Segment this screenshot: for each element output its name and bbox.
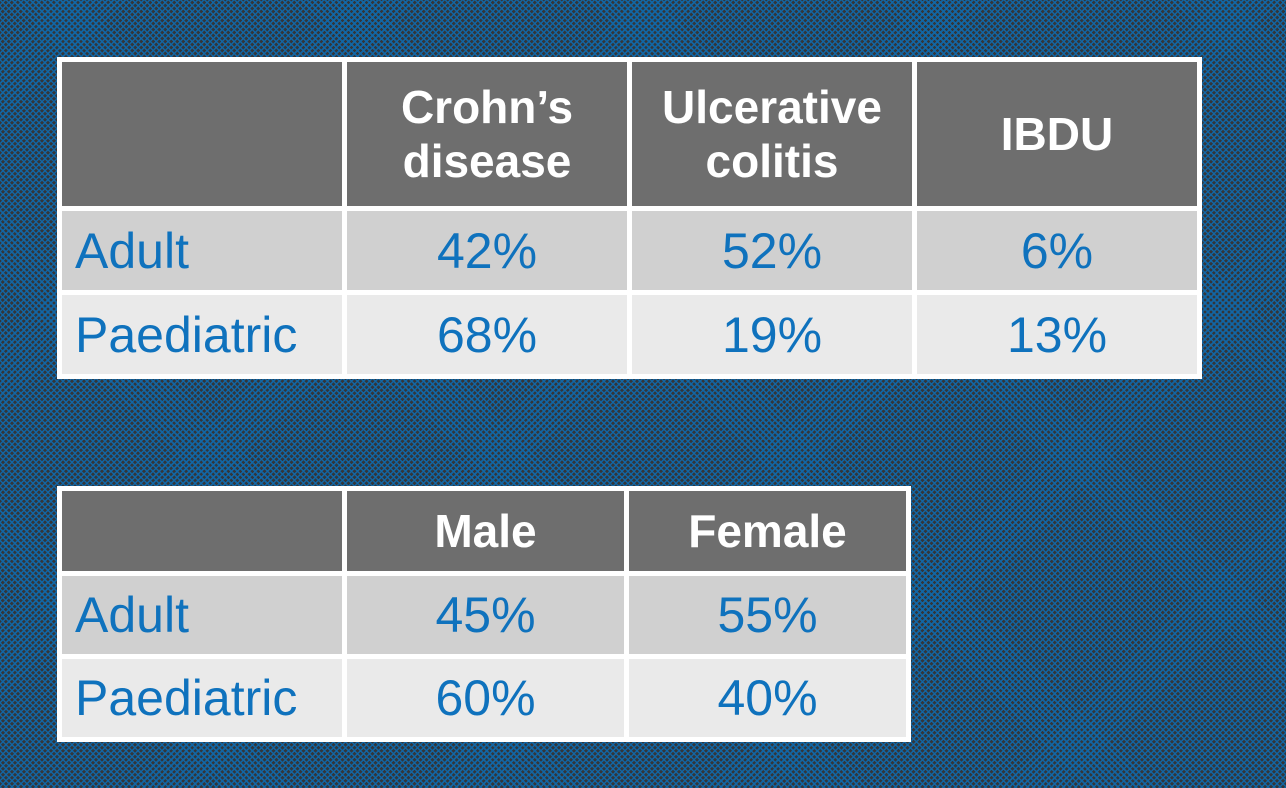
- adult-ulcerative-colitis-value: 52%: [632, 211, 912, 290]
- adult-ibdu-value: 6%: [917, 211, 1197, 290]
- paediatric-ulcerative-colitis-value: 19%: [632, 295, 912, 374]
- row-label-paediatric: Paediatric: [62, 295, 342, 374]
- paediatric-male-value: 60%: [347, 659, 624, 737]
- adult-female-value: 55%: [629, 576, 906, 654]
- row-label-adult: Adult: [62, 576, 342, 654]
- ibd-type-header-ulcerative-colitis: Ulcerative colitis: [632, 62, 912, 206]
- row-label-paediatric: Paediatric: [62, 659, 342, 737]
- gender-row-paediatric: Paediatric 60% 40%: [62, 659, 906, 737]
- gender-row-adult: Adult 45% 55%: [62, 576, 906, 654]
- paediatric-female-value: 40%: [629, 659, 906, 737]
- gender-header-male: Male: [347, 491, 624, 571]
- paediatric-crohns-value: 68%: [347, 295, 627, 374]
- ibd-type-header-row: Crohn’s disease Ulcerative colitis IBDU: [62, 62, 1197, 206]
- ibd-type-table: Crohn’s disease Ulcerative colitis IBDU …: [57, 57, 1202, 379]
- paediatric-ibdu-value: 13%: [917, 295, 1197, 374]
- ibd-type-row-adult: Adult 42% 52% 6%: [62, 211, 1197, 290]
- gender-header-empty: [62, 491, 342, 571]
- adult-crohns-value: 42%: [347, 211, 627, 290]
- row-label-adult: Adult: [62, 211, 342, 290]
- gender-header-row: Male Female: [62, 491, 906, 571]
- gender-header-female: Female: [629, 491, 906, 571]
- ibd-type-header-crohns: Crohn’s disease: [347, 62, 627, 206]
- adult-male-value: 45%: [347, 576, 624, 654]
- gender-table: Male Female Adult 45% 55% Paediatric 60%…: [57, 486, 911, 742]
- ibd-type-header-ibdu: IBDU: [917, 62, 1197, 206]
- ibd-type-row-paediatric: Paediatric 68% 19% 13%: [62, 295, 1197, 374]
- ibd-type-header-empty: [62, 62, 342, 206]
